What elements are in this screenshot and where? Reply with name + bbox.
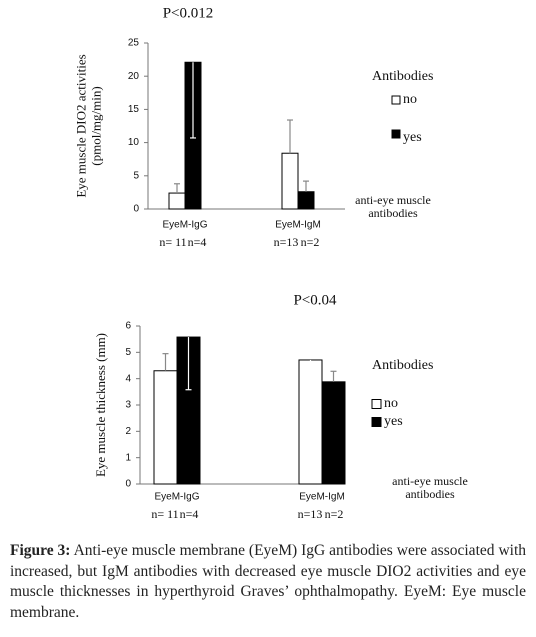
annotation: P<0.04 (293, 292, 337, 308)
bar (297, 191, 315, 210)
legend-label: no (403, 92, 417, 107)
y-tick-label: 5 (133, 170, 139, 181)
bar (153, 370, 178, 485)
y-tick-label: 5 (125, 347, 131, 358)
x-tick-label: EyeM-IgG (162, 220, 207, 231)
bar (321, 381, 346, 485)
y-tick-label: 10 (128, 137, 140, 148)
bar (168, 192, 186, 210)
x-tick-label: EyeM-IgM (275, 220, 321, 231)
caption: Figure 3: Anti-eye muscle membrane (EyeM… (10, 541, 526, 623)
axis-note: antibodies (368, 206, 418, 220)
y-tick-label: 3 (125, 400, 131, 411)
bar (281, 152, 299, 210)
legend-swatch (371, 399, 382, 409)
y-axis-label: Eye muscle thickness (mm) (93, 333, 108, 477)
y-tick-label: 2 (125, 426, 131, 437)
y-axis-label: (pmol/mg/min) (88, 86, 103, 165)
y-tick-label: 20 (128, 71, 140, 82)
axis-note: anti-eye muscle (355, 193, 431, 207)
legend-title: Antibodies (372, 69, 433, 84)
y-tick-label: 15 (128, 104, 140, 115)
chart-title: P<0.012 (163, 5, 214, 21)
legend-swatch (391, 129, 401, 139)
n-label: n=2 (301, 235, 320, 249)
legend-swatch (371, 417, 382, 427)
y-tick-label: 4 (125, 373, 131, 384)
y-tick-label: 0 (125, 479, 131, 490)
n-label: n=4 (188, 235, 207, 249)
n-label: n=13 (274, 235, 299, 249)
legend-label: yes (384, 414, 403, 429)
n-label: n=4 (180, 507, 199, 521)
legend-title: Antibodies (372, 358, 433, 373)
legend-label: no (384, 396, 398, 411)
legend-swatch (391, 95, 401, 105)
x-tick-label: EyeM-IgM (299, 492, 345, 503)
legend-label: yes (403, 130, 422, 145)
y-tick-label: 0 (133, 204, 139, 215)
n-label: n=13 (298, 507, 323, 521)
y-tick-label: 25 (128, 38, 140, 49)
axis-note: antibodies (405, 487, 455, 501)
y-tick-label: 1 (125, 452, 131, 463)
x-tick-label: EyeM-IgG (154, 492, 199, 503)
y-tick-label: 6 (125, 321, 131, 332)
n-label: n=2 (325, 507, 344, 521)
caption-text: Anti-eye muscle membrane (EyeM) IgG anti… (10, 542, 526, 621)
caption-label: Figure 3: (10, 542, 71, 559)
axis-note: anti-eye muscle (392, 474, 468, 488)
n-label: n= 11 (159, 235, 186, 249)
n-label: n= 11 (151, 507, 178, 521)
y-axis-label: Eye muscle DIO2 activities (73, 54, 88, 197)
